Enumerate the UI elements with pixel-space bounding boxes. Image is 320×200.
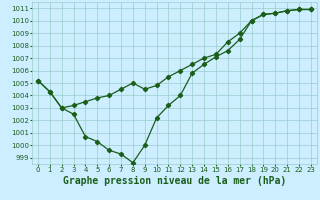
X-axis label: Graphe pression niveau de la mer (hPa): Graphe pression niveau de la mer (hPa): [63, 176, 286, 186]
